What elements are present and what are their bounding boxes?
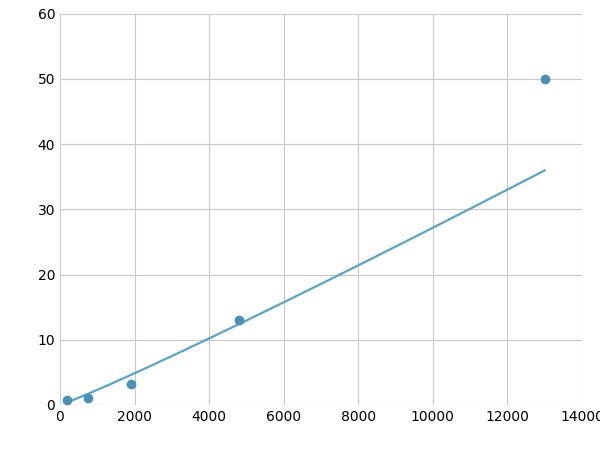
Point: [126, 381, 136, 388]
Point: [83, 395, 93, 402]
Point: [62, 397, 72, 404]
Point: [540, 75, 550, 82]
Point: [234, 317, 244, 324]
